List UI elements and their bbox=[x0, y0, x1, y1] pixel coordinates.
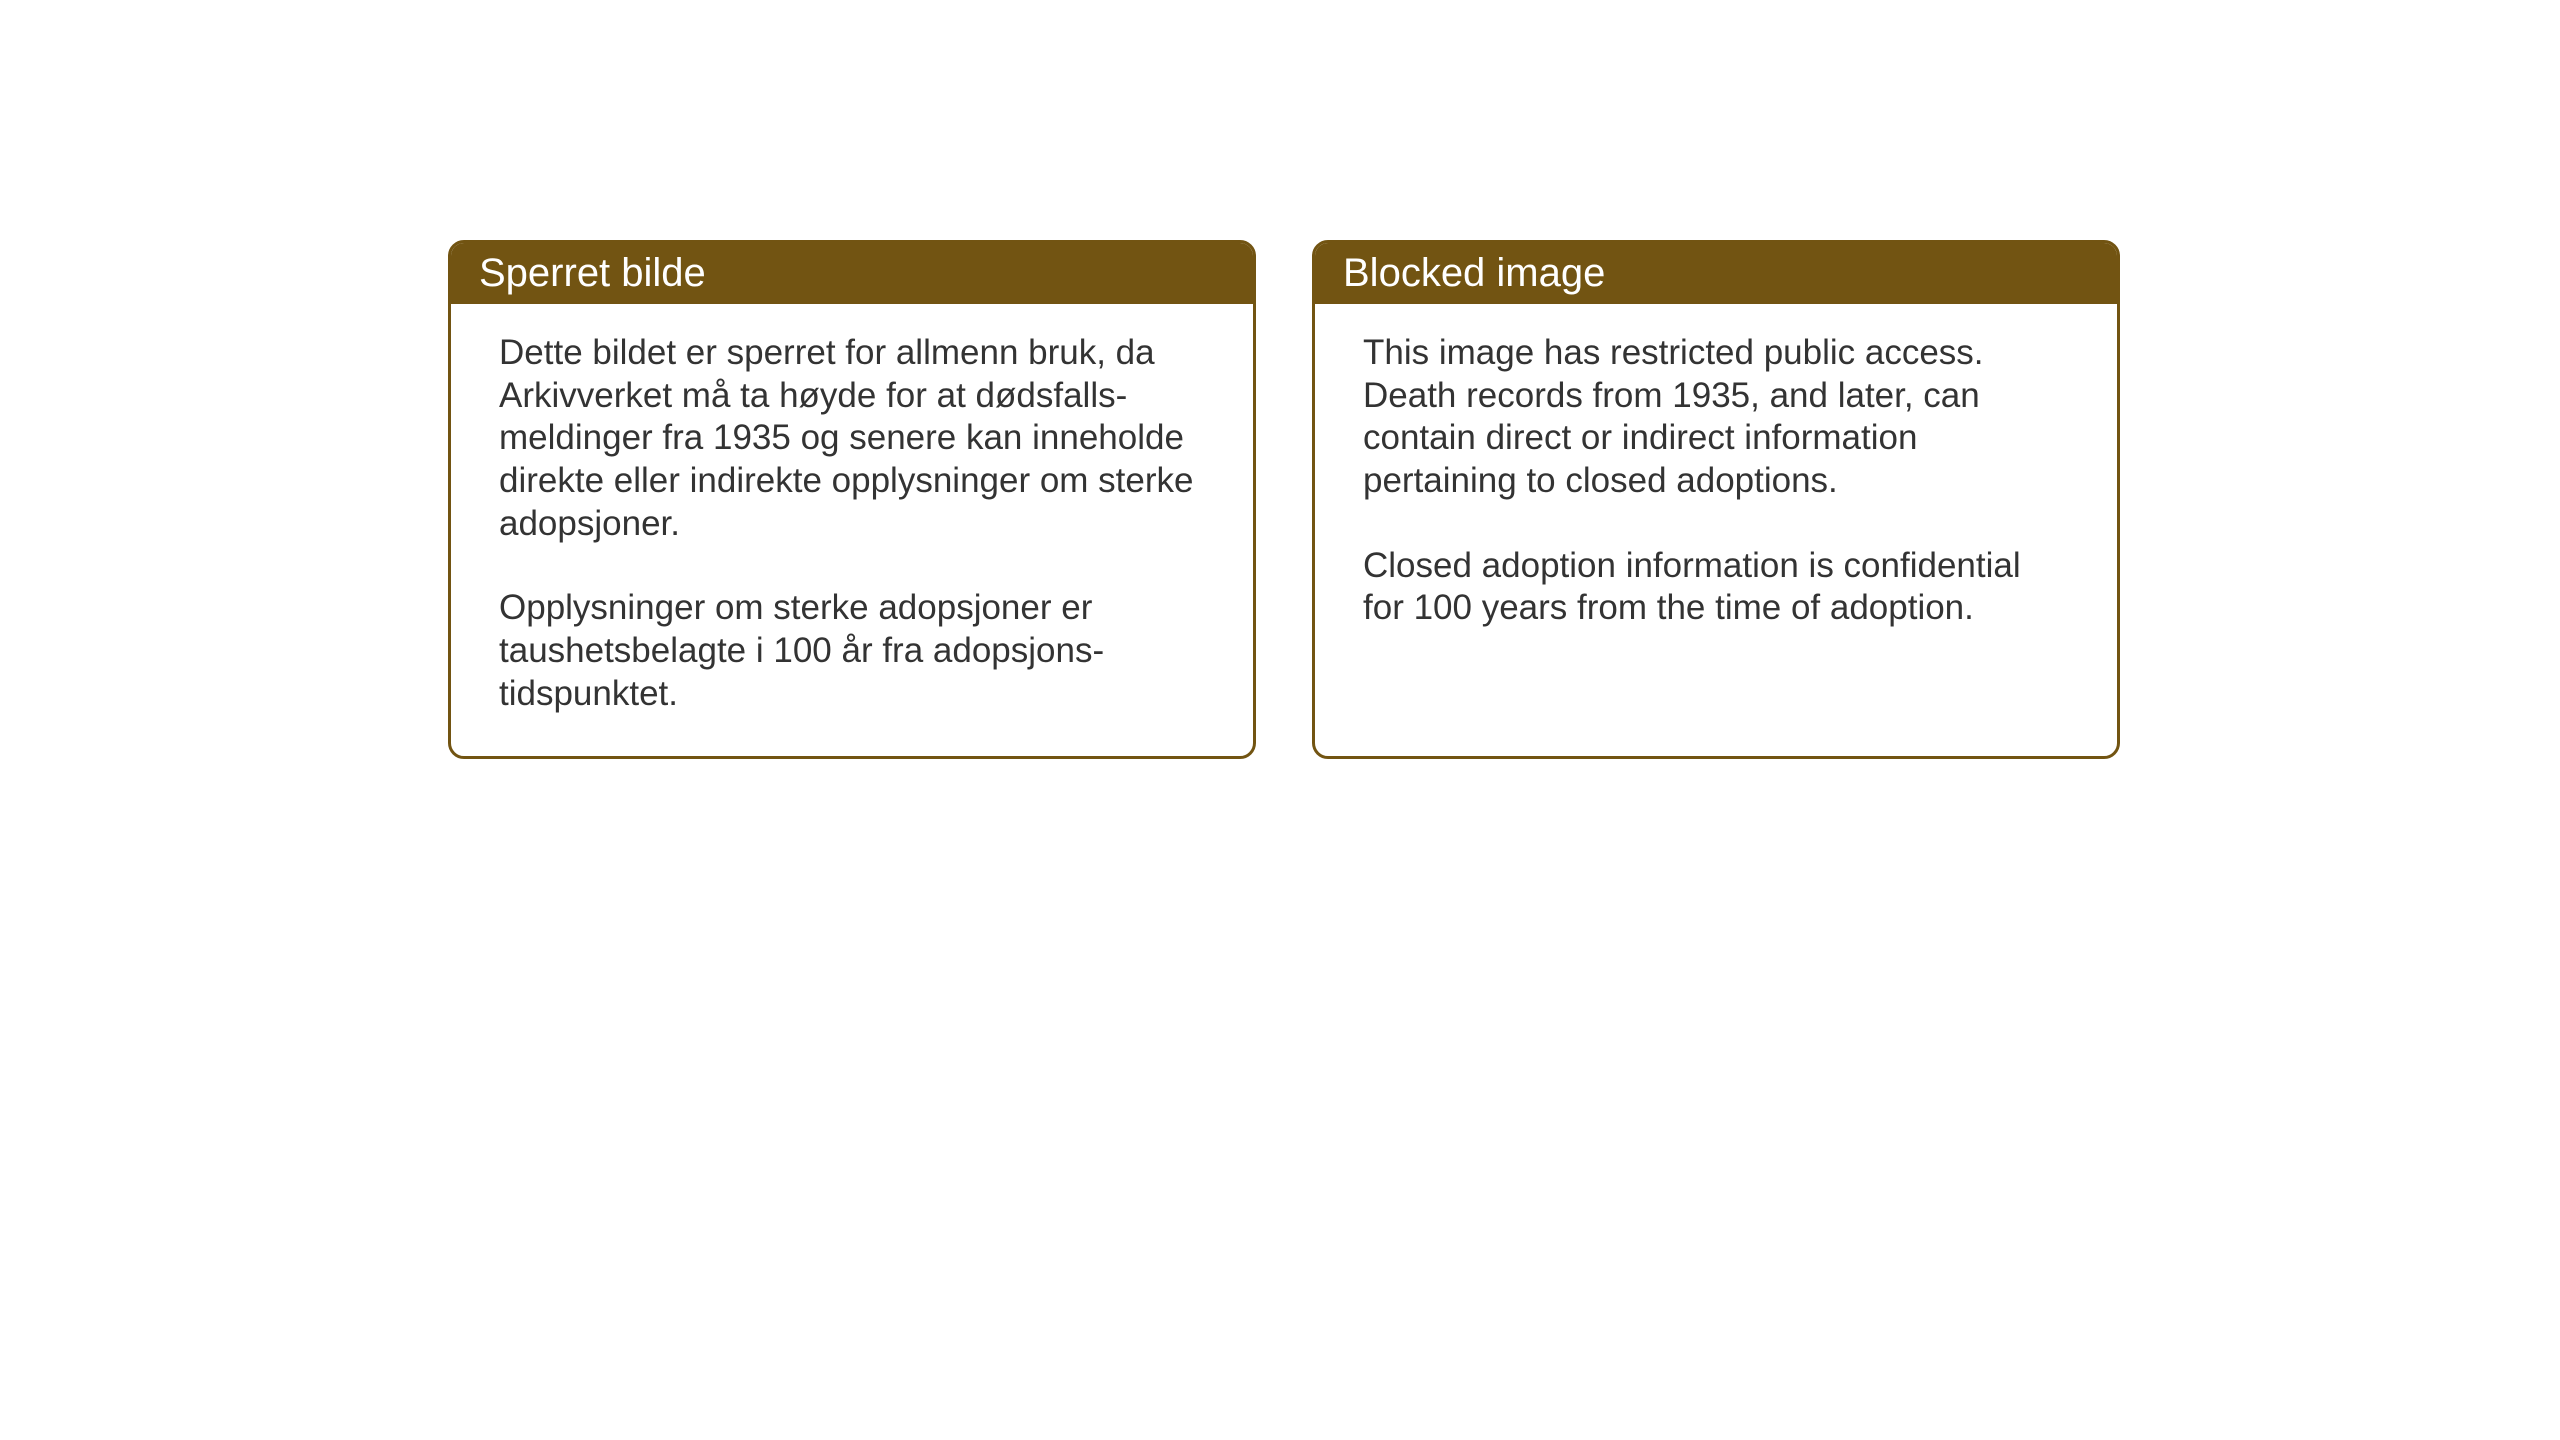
notice-body-norwegian: Dette bildet er sperret for allmenn bruk… bbox=[451, 304, 1253, 756]
notice-paragraph: Opplysninger om sterke adopsjoner er tau… bbox=[499, 587, 1205, 715]
notice-body-english: This image has restricted public access.… bbox=[1315, 304, 2117, 670]
notice-paragraph: This image has restricted public access.… bbox=[1363, 332, 2069, 503]
notices-container: Sperret bilde Dette bildet er sperret fo… bbox=[448, 240, 2120, 759]
notice-box-english: Blocked image This image has restricted … bbox=[1312, 240, 2120, 759]
notice-header-english: Blocked image bbox=[1315, 243, 2117, 304]
notice-box-norwegian: Sperret bilde Dette bildet er sperret fo… bbox=[448, 240, 1256, 759]
notice-header-norwegian: Sperret bilde bbox=[451, 243, 1253, 304]
notice-paragraph: Closed adoption information is confident… bbox=[1363, 545, 2069, 630]
notice-paragraph: Dette bildet er sperret for allmenn bruk… bbox=[499, 332, 1205, 545]
notice-title: Blocked image bbox=[1343, 251, 1605, 295]
notice-title: Sperret bilde bbox=[479, 251, 706, 295]
